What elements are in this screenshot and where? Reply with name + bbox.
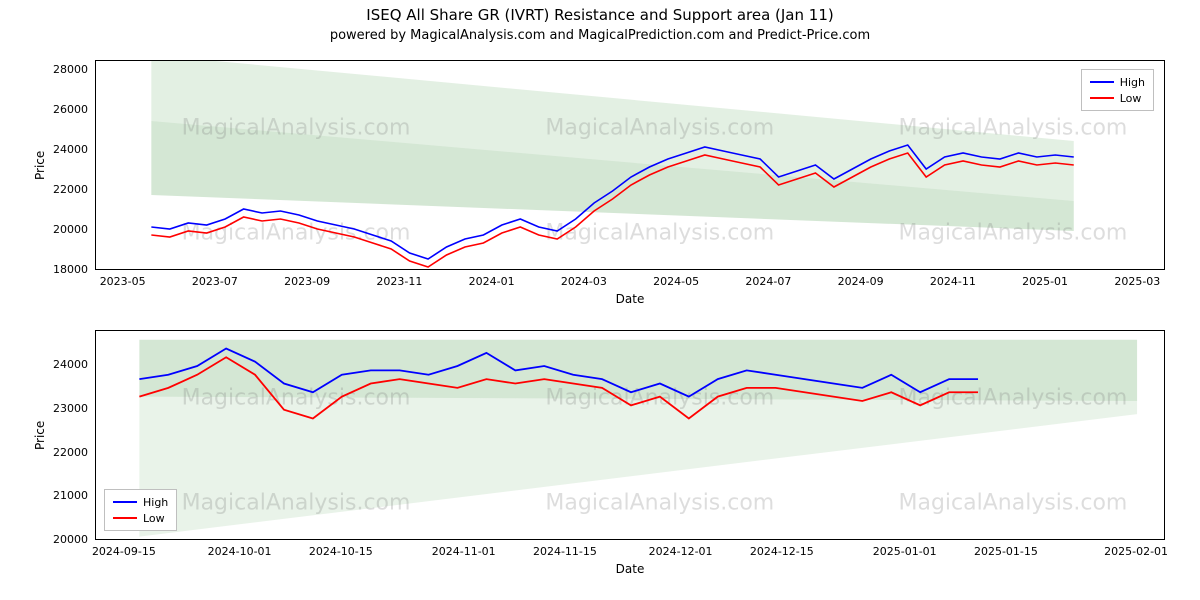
bottom-chart-panel: MagicalAnalysis.com MagicalAnalysis.com Ma… (95, 330, 1165, 540)
chart-title: ISEQ All Share GR (IVRT) Resistance and … (0, 6, 1200, 24)
watermark-text: MagicalAnalysis.com (545, 116, 774, 141)
y-tick-label: 20000 (40, 223, 88, 236)
legend-swatch (1090, 81, 1114, 83)
legend-swatch (113, 501, 137, 503)
legend-item: Low (1090, 90, 1145, 106)
x-tick-label: 2023-11 (376, 275, 422, 288)
y-tick-label: 21000 (40, 489, 88, 502)
watermark-text: MagicalAnalysis.com (182, 491, 411, 516)
legend-top: High Low (1081, 69, 1154, 111)
x-tick-label: 2023-09 (284, 275, 330, 288)
chart-subtitle: powered by MagicalAnalysis.com and Magic… (0, 28, 1200, 43)
watermark-text: MagicalAnalysis.com (899, 386, 1128, 411)
legend-swatch (1090, 97, 1114, 99)
x-tick-label: 2024-10-15 (309, 545, 373, 558)
x-tick-label: 2024-09-15 (92, 545, 156, 558)
watermark-text: MagicalAnalysis.com (899, 221, 1128, 246)
legend-item: Low (113, 510, 168, 526)
legend-label: Low (143, 512, 165, 525)
x-tick-label: 2023-05 (100, 275, 146, 288)
x-tick-label: 2024-07 (745, 275, 791, 288)
x-tick-label: 2025-02-01 (1104, 545, 1168, 558)
y-tick-label: 22000 (40, 183, 88, 196)
watermark-text: MagicalAnalysis.com (899, 116, 1128, 141)
x-tick-label: 2023-07 (192, 275, 238, 288)
watermark-text: MagicalAnalysis.com (182, 386, 411, 411)
x-tick-label: 2025-01 (1022, 275, 1068, 288)
x-tick-label: 2025-03 (1114, 275, 1160, 288)
x-tick-label: 2024-11-15 (533, 545, 597, 558)
y-tick-label: 22000 (40, 446, 88, 459)
y-tick-label: 26000 (40, 103, 88, 116)
legend-item: High (113, 494, 168, 510)
legend-swatch (113, 517, 137, 519)
x-tick-label: 2025-01-01 (873, 545, 937, 558)
legend-label: Low (1120, 92, 1142, 105)
bottom-chart-plot: MagicalAnalysis.com MagicalAnalysis.com Ma… (96, 331, 1166, 541)
x-tick-label: 2024-11 (930, 275, 976, 288)
x-tick-label: 2024-01 (469, 275, 515, 288)
watermark-text: MagicalAnalysis.com (182, 221, 411, 246)
top-chart-panel: MagicalAnalysis.com MagicalAnalysis.com Ma… (95, 60, 1165, 270)
x-tick-label: 2024-12-01 (649, 545, 713, 558)
top-x-axis-label: Date (95, 292, 1165, 306)
support-resistance-band (139, 397, 1137, 537)
legend-label: High (1120, 76, 1145, 89)
legend-item: High (1090, 74, 1145, 90)
x-tick-label: 2024-10-01 (208, 545, 272, 558)
x-tick-label: 2024-11-01 (432, 545, 496, 558)
x-tick-label: 2024-05 (653, 275, 699, 288)
watermark-text: MagicalAnalysis.com (545, 491, 774, 516)
legend-bottom: High Low (104, 489, 177, 531)
x-tick-label: 2025-01-15 (974, 545, 1038, 558)
y-tick-label: 23000 (40, 402, 88, 415)
x-tick-label: 2024-12-15 (750, 545, 814, 558)
y-tick-label: 28000 (40, 63, 88, 76)
y-tick-label: 20000 (40, 533, 88, 546)
y-tick-label: 24000 (40, 143, 88, 156)
figure: ISEQ All Share GR (IVRT) Resistance and … (0, 0, 1200, 600)
y-tick-label: 24000 (40, 358, 88, 371)
watermark-text: MagicalAnalysis.com (182, 116, 411, 141)
watermark-text: MagicalAnalysis.com (899, 491, 1128, 516)
x-tick-label: 2024-09 (838, 275, 884, 288)
top-chart-plot: MagicalAnalysis.com MagicalAnalysis.com Ma… (96, 61, 1166, 271)
y-tick-label: 18000 (40, 263, 88, 276)
bottom-x-axis-label: Date (95, 562, 1165, 576)
legend-label: High (143, 496, 168, 509)
x-tick-label: 2024-03 (561, 275, 607, 288)
